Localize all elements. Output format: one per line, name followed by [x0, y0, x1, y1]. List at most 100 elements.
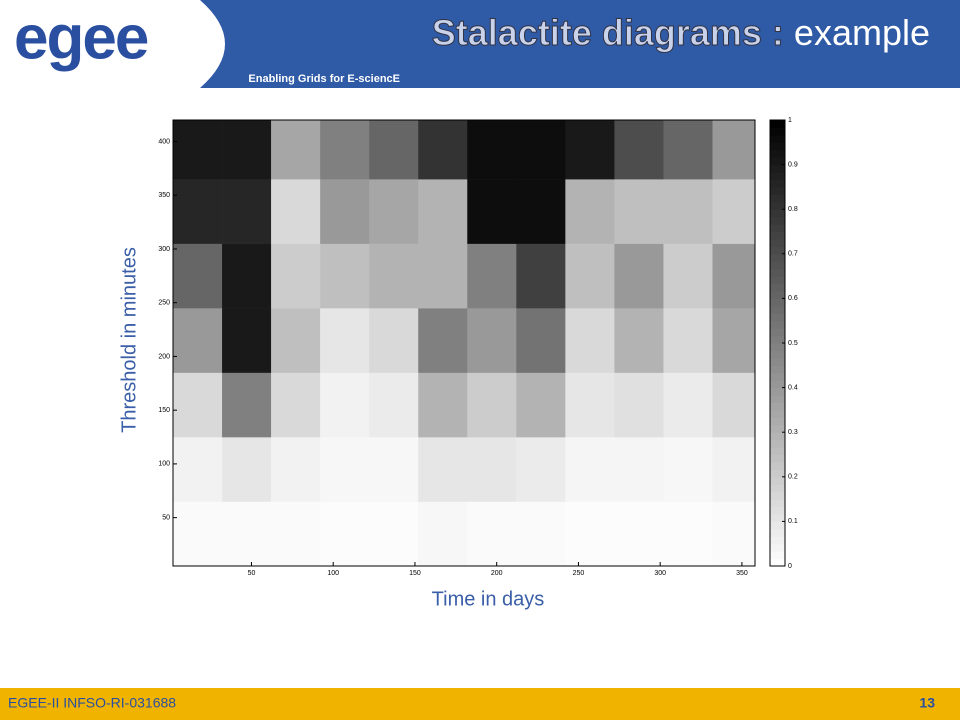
colorbar-step [770, 224, 785, 232]
heat-cell [320, 501, 370, 567]
y-axis-label: Threshold in minutes [118, 247, 140, 433]
heat-cell [271, 308, 321, 373]
colorbar-step [770, 432, 785, 441]
colorbar-step [770, 528, 785, 537]
x-tick-label: 300 [654, 570, 666, 577]
y-tick-label: 200 [158, 353, 170, 360]
heat-cell [369, 243, 419, 309]
heat-cell [418, 501, 468, 567]
y-tick-label: 350 [158, 192, 170, 199]
heat-cell [565, 501, 615, 567]
colorbar-step [770, 439, 785, 448]
heat-cell [173, 243, 223, 309]
heat-cell [173, 120, 223, 180]
colorbar-step [770, 142, 785, 151]
heat-cell [712, 437, 756, 502]
colorbar-step [770, 543, 785, 552]
colorbar-step [770, 164, 785, 173]
page-number: 13 [919, 695, 935, 711]
colorbar-step [770, 290, 785, 299]
heat-cell [614, 372, 664, 438]
heat-cell [565, 179, 615, 244]
logo-background [0, 0, 225, 88]
heat-cell [222, 179, 272, 244]
colorbar-step [770, 350, 785, 359]
colorbar-step [770, 261, 785, 270]
colorbar-step [770, 454, 785, 463]
heat-cell [614, 308, 664, 373]
heat-cell [320, 437, 370, 502]
x-axis-label: Time in days [432, 588, 545, 610]
colorbar-step [770, 402, 785, 411]
plot: 50 100 150 200 250 300 350 50 100 150 200 250 300 350… [158, 117, 798, 577]
heat-cell [222, 372, 272, 438]
heat-cell [173, 308, 223, 373]
colorbar-tick-label: 0.1 [788, 518, 798, 525]
heat-cell [271, 501, 321, 567]
heat-cell [418, 308, 468, 373]
colorbar-step [770, 120, 785, 128]
colorbar-step [770, 513, 785, 522]
colorbar-tick-label: 0.2 [788, 474, 798, 481]
heat-cell [173, 372, 223, 438]
heat-cell [173, 437, 223, 502]
colorbar-step [770, 447, 785, 455]
footer-id: EGEE-II INFSO-RI-031688 [8, 695, 176, 711]
colorbar-step [770, 216, 785, 225]
heat-cell [516, 243, 566, 309]
colorbar-step [770, 201, 785, 210]
heat-cell [467, 308, 517, 373]
heat-cell [369, 372, 419, 438]
colorbar-step [770, 365, 785, 374]
colorbar-tick-label: 0.5 [788, 340, 798, 347]
x-tick-label: 100 [327, 570, 339, 577]
heat-cell [369, 120, 419, 180]
heat-cell [663, 243, 713, 309]
y-tick-label: 300 [158, 246, 170, 253]
heat-cell [712, 179, 756, 244]
y-tick-label: 400 [158, 138, 170, 145]
colorbar-step [770, 268, 785, 277]
heat-cell [712, 501, 756, 567]
colorbar-step [770, 328, 785, 337]
heat-cell [565, 243, 615, 309]
heat-cell [369, 501, 419, 567]
x-tick-label: 350 [736, 570, 748, 577]
heat-cell [271, 437, 321, 502]
colorbar-step [770, 127, 785, 136]
colorbar-step [770, 179, 785, 188]
heat-cell [516, 120, 566, 180]
colorbar-step [770, 558, 785, 567]
heat-cell [467, 372, 517, 438]
colorbar-step [770, 298, 785, 307]
tagline: Enabling Grids for E-sciencE [248, 73, 400, 85]
heat-cell [320, 243, 370, 309]
heat-cell [663, 308, 713, 373]
heat-cell [663, 120, 713, 180]
heat-cell [418, 120, 468, 180]
slide-title: Stalactite diagrams : example [432, 12, 930, 53]
colorbar-step [770, 521, 785, 530]
colorbar-step [770, 499, 785, 508]
heat-cell [418, 372, 468, 438]
heat-cell [614, 501, 664, 567]
colorbar-step [770, 395, 785, 403]
colorbar-step [770, 357, 785, 366]
logo: egee [14, 3, 148, 72]
colorbar-step [770, 186, 785, 195]
x-tick-label: 50 [248, 570, 256, 577]
heat-cell [565, 372, 615, 438]
colorbar-step [770, 246, 785, 255]
colorbar-step [770, 276, 785, 285]
heat-cell [222, 243, 272, 309]
colorbar-tick-label: 0.4 [788, 384, 798, 391]
heat-cell [271, 243, 321, 309]
colorbar-step [770, 283, 785, 292]
heat-cell [516, 308, 566, 373]
colorbar-step [770, 380, 785, 389]
colorbar-step [770, 343, 785, 351]
colorbar-step [770, 313, 785, 322]
colorbar-tick-label: 0.6 [788, 295, 798, 302]
colorbar-step [770, 134, 785, 143]
